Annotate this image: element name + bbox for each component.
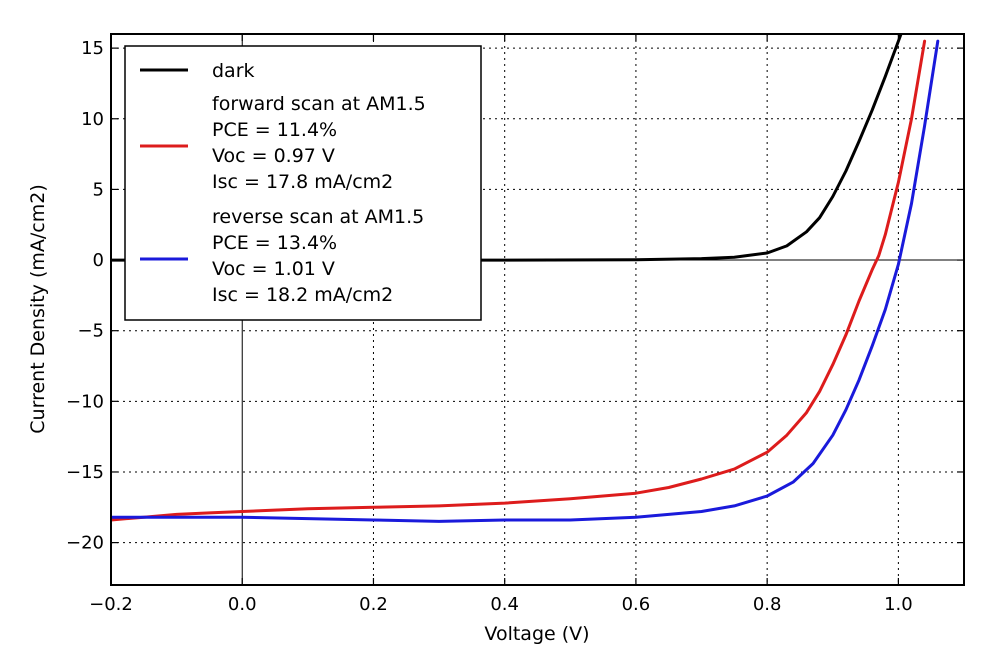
y-tick-label: −5 [77, 321, 104, 342]
legend-forward-voc: Voc = 0.97 V [212, 145, 335, 167]
legend-forward-title: forward scan at AM1.5 [212, 93, 426, 115]
x-tick-label: 0.4 [490, 594, 519, 615]
legend-reverse-title: reverse scan at AM1.5 [212, 206, 424, 228]
series-line-dark [111, 34, 903, 262]
legend-forward-pce: PCE = 11.4% [212, 119, 337, 141]
y-tick-label: 5 [93, 179, 104, 200]
series-line-forward [111, 39, 927, 522]
y-axis-label: Current Density (mA/cm2) [27, 184, 49, 433]
x-tick-label: 0.8 [753, 594, 782, 615]
legend-forward-isc: Isc = 17.8 mA/cm2 [212, 171, 393, 193]
ticks: −0.2 0.0 0.2 0.4 0.6 0.8 1.0 −20 −15 −10 −5 0 5 10 15 [66, 34, 964, 615]
y-tick-label: 0 [93, 250, 104, 271]
legend-dark-label: dark [212, 60, 255, 82]
series-layer [111, 34, 940, 523]
series-line-reverse [111, 39, 940, 523]
x-tick-label: 0.2 [359, 594, 388, 615]
legend: dark forward scan at AM1.5 PCE = 11.4% V… [124, 45, 482, 321]
y-tick-label: −10 [66, 391, 104, 412]
legend-reverse-isc: Isc = 18.2 mA/cm2 [212, 284, 393, 306]
legend-box [124, 45, 482, 321]
y-tick-label: −20 [66, 533, 104, 554]
y-tick-label: 10 [81, 109, 104, 130]
legend-reverse-pce: PCE = 13.4% [212, 232, 337, 254]
x-tick-label: 0.0 [228, 594, 257, 615]
x-axis-label: Voltage (V) [484, 623, 589, 645]
y-tick-label: 15 [81, 38, 104, 59]
legend-reverse-voc: Voc = 1.01 V [212, 258, 335, 280]
x-tick-label: −0.2 [89, 594, 133, 615]
y-tick-label: −15 [66, 462, 104, 483]
x-tick-label: 0.6 [622, 594, 651, 615]
x-tick-label: 1.0 [884, 594, 913, 615]
plot-frame [110, 33, 965, 586]
